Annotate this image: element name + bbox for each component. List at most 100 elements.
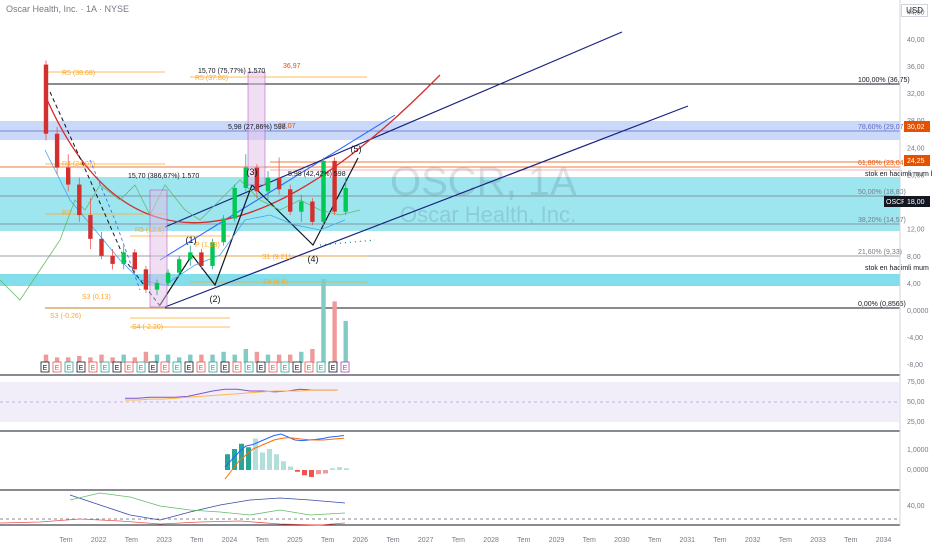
wave-label: (3) bbox=[247, 167, 258, 177]
pivot-label: S1 (9.21) bbox=[262, 254, 291, 261]
measure-annotation: 5,98 (27,86%) 598 bbox=[228, 124, 286, 131]
price-tick-label: 4,00 bbox=[907, 281, 921, 288]
macd-histogram-bar bbox=[330, 468, 335, 470]
candle-body bbox=[210, 242, 215, 266]
measure-annotation: 15,70 (386,67%) 1.570 bbox=[128, 173, 199, 180]
price-tick-label: -4,00 bbox=[907, 335, 923, 342]
pivot-label: S4 (6.9) bbox=[263, 279, 288, 286]
macd-histogram-bar bbox=[260, 452, 265, 470]
macd-histogram-bar bbox=[344, 468, 349, 470]
earnings-marker-label: E bbox=[79, 365, 84, 372]
price-tick-label: 32,00 bbox=[907, 91, 925, 98]
time-tick-label: Tem bbox=[59, 537, 72, 544]
volume-bar bbox=[310, 349, 315, 363]
earnings-marker bbox=[256, 361, 266, 373]
earnings-marker-label: E bbox=[67, 365, 72, 372]
level-note: stok en hacimli mum bölgesi bbox=[865, 171, 932, 178]
earnings-marker-label: E bbox=[139, 365, 144, 372]
decline-dashed bbox=[49, 91, 161, 307]
earnings-marker bbox=[124, 361, 134, 373]
pivot-label: S4 (-2.20) bbox=[132, 324, 163, 331]
price-badge bbox=[904, 196, 930, 207]
chart-title: Oscar Health, Inc. · 1A · NYSE bbox=[6, 4, 130, 14]
candle-body bbox=[332, 160, 337, 212]
earnings-marker bbox=[184, 361, 194, 373]
fib-label: 78,60% (29,07) bbox=[858, 124, 906, 131]
earnings-marker bbox=[196, 361, 206, 373]
candle-body bbox=[254, 167, 260, 192]
volume-bar bbox=[321, 279, 326, 363]
earnings-marker-label: E bbox=[343, 365, 348, 372]
price-tick-label: -8,00 bbox=[907, 362, 923, 369]
earnings-marker bbox=[148, 361, 158, 373]
price-tick-label: 36,00 bbox=[907, 64, 925, 71]
pivot-label: S3 (-0.26) bbox=[50, 313, 81, 320]
earnings-marker bbox=[76, 361, 86, 373]
candle-body bbox=[299, 201, 304, 212]
candle-body bbox=[121, 252, 126, 264]
price-badge-label: 24,25 bbox=[907, 158, 925, 165]
earnings-marker-label: E bbox=[271, 365, 276, 372]
earnings-marker-label: E bbox=[211, 365, 216, 372]
candle-body bbox=[88, 215, 93, 239]
macd-histogram-bar bbox=[316, 470, 321, 475]
earnings-marker bbox=[208, 361, 218, 373]
volume-bar bbox=[77, 356, 82, 363]
earnings-marker bbox=[340, 361, 350, 373]
pivot-label: R5 (37.86) bbox=[195, 75, 228, 82]
candle-body bbox=[221, 218, 226, 243]
earnings-marker bbox=[244, 361, 254, 373]
time-tick-label: 2027 bbox=[418, 537, 434, 544]
pivot-label: R3 bbox=[62, 210, 71, 217]
rsi-tick-label: 50,00 bbox=[907, 399, 925, 406]
macd-histogram-bar bbox=[288, 466, 293, 470]
adx-line bbox=[0, 518, 346, 526]
volume-bar bbox=[221, 351, 226, 363]
watermark-name: Oscar Health, Inc. bbox=[400, 202, 576, 227]
candle-body bbox=[265, 177, 271, 192]
time-tick-label: 2026 bbox=[353, 537, 369, 544]
volume-bar bbox=[343, 321, 348, 363]
candle-body bbox=[77, 184, 82, 216]
price-tick-label: 8,00 bbox=[907, 254, 921, 261]
earnings-marker-label: E bbox=[103, 365, 108, 372]
volume-bar bbox=[132, 357, 137, 363]
ma-line bbox=[44, 149, 346, 286]
bottom-tick-label: 40,00 bbox=[907, 503, 925, 510]
currency-button[interactable]: USD bbox=[901, 4, 928, 17]
earnings-marker bbox=[268, 361, 278, 373]
time-tick-label: Tem bbox=[190, 537, 203, 544]
earnings-marker-label: E bbox=[115, 365, 120, 372]
earnings-marker-label: E bbox=[259, 365, 264, 372]
volume-bar bbox=[99, 354, 104, 363]
volume-bar bbox=[254, 351, 260, 363]
volume-bar bbox=[43, 354, 49, 363]
di-plus-line bbox=[69, 494, 346, 521]
volume-bar bbox=[332, 301, 337, 363]
candle-body bbox=[188, 252, 193, 260]
macd-line bbox=[224, 433, 345, 468]
candle-body bbox=[288, 189, 293, 212]
earnings-marker-label: E bbox=[247, 365, 252, 372]
candle-body bbox=[177, 259, 182, 273]
price-tick-label: 12,00 bbox=[907, 227, 925, 234]
volume-bar bbox=[188, 354, 193, 363]
earnings-marker bbox=[232, 361, 242, 373]
fib-label: 100,00% (36,75) bbox=[858, 77, 910, 84]
candle-body bbox=[132, 252, 137, 270]
time-tick-label: Tem bbox=[256, 537, 269, 544]
measure-box bbox=[149, 189, 168, 308]
earnings-marker-label: E bbox=[151, 365, 156, 372]
time-tick-label: 2032 bbox=[745, 537, 761, 544]
macd-tick-label: 0,0000 bbox=[907, 467, 929, 474]
time-tick-label: 2028 bbox=[483, 537, 499, 544]
measure-annotation: 36,97 bbox=[283, 63, 301, 70]
pivot-label: S3 (0.13) bbox=[82, 294, 111, 301]
fib-label: 0,00% (0,8565) bbox=[858, 301, 906, 308]
time-tick-label: Tem bbox=[386, 537, 399, 544]
measure-annotation: 27,07 bbox=[278, 123, 296, 130]
support-zone bbox=[0, 274, 900, 286]
volume-bar bbox=[121, 354, 126, 363]
earnings-marker-label: E bbox=[187, 365, 192, 372]
